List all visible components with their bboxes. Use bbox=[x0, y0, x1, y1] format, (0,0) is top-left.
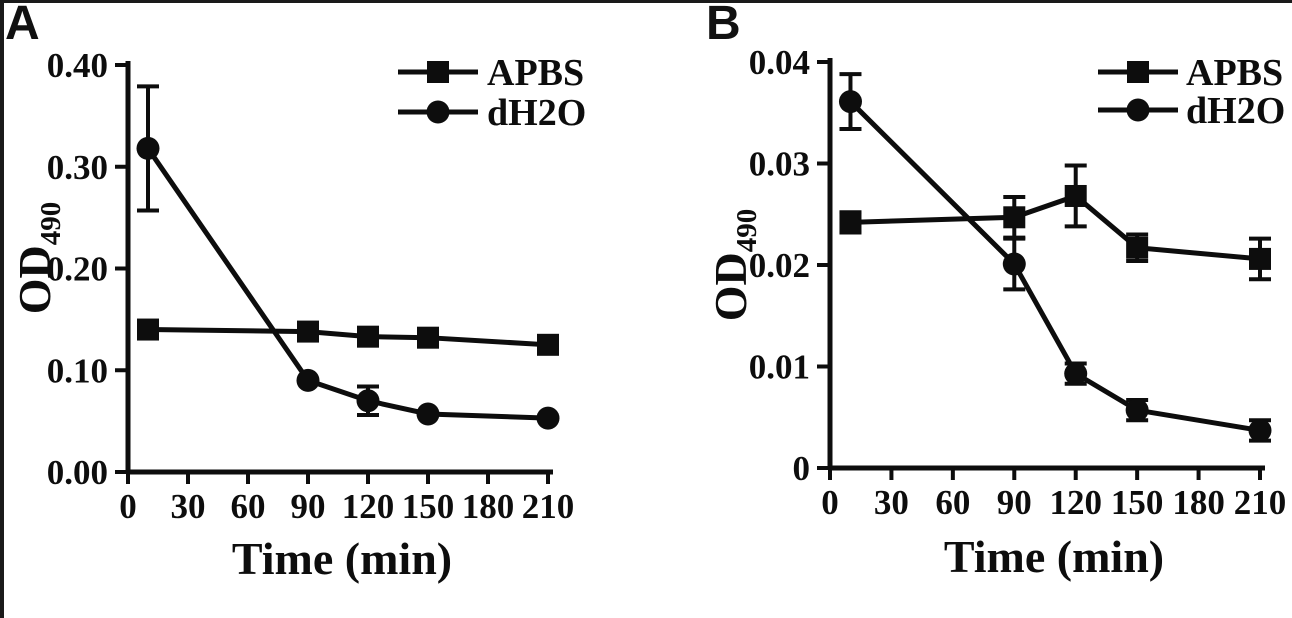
APBS-square-marker bbox=[537, 333, 559, 356]
x-tick-label: 60 bbox=[231, 487, 266, 526]
legend-label-dH2O: dH2O bbox=[487, 92, 586, 134]
y-tick-label: 0.00 bbox=[47, 453, 108, 492]
legend-APBS-square-marker bbox=[427, 61, 449, 83]
APBS-square-marker bbox=[1064, 184, 1087, 207]
x-tick-label: 30 bbox=[874, 483, 909, 522]
series-APBS bbox=[137, 318, 559, 356]
dH2O-circle-marker bbox=[1125, 398, 1149, 422]
legend-label-APBS: APBS bbox=[1186, 52, 1283, 94]
y-tick-label: 0.02 bbox=[749, 246, 810, 285]
series-line bbox=[848, 99, 1261, 433]
APBS-square-marker bbox=[417, 326, 439, 349]
x-axis-title: Time (min) bbox=[232, 533, 452, 584]
APBS-square-marker bbox=[1003, 206, 1026, 229]
series-dH2O bbox=[838, 72, 1272, 443]
dH2O-circle-marker bbox=[296, 368, 320, 392]
y-tick-label: 0.03 bbox=[749, 145, 810, 184]
y-tick-label: 0.40 bbox=[47, 46, 108, 85]
dH2O-circle-marker bbox=[838, 90, 862, 114]
x-tick-label: 60 bbox=[935, 483, 970, 522]
dH2O-circle-marker bbox=[1248, 418, 1272, 442]
x-tick-label: 180 bbox=[1172, 483, 1225, 522]
y-axis-title: OD490 bbox=[9, 202, 67, 315]
top-border-line bbox=[0, 0, 1292, 3]
y-tick-label: 0 bbox=[793, 449, 811, 488]
left-border-line bbox=[0, 0, 4, 618]
panel-b-label: B bbox=[706, 0, 741, 50]
series-line bbox=[145, 147, 549, 421]
series-line bbox=[147, 327, 549, 348]
axes: 0.00 0.10 0.20 0.30 0.40 0 30 60 90 120 150 180 210 bbox=[47, 46, 575, 526]
APBS-square-marker bbox=[1126, 236, 1149, 259]
series-dH2O bbox=[136, 84, 560, 430]
x-tick-label: 90 bbox=[997, 483, 1032, 522]
x-tick-label: 180 bbox=[462, 487, 515, 526]
legend-label-dH2O: dH2O bbox=[1186, 90, 1285, 132]
APBS-square-marker bbox=[357, 325, 379, 348]
dH2O-circle-marker bbox=[416, 402, 440, 426]
x-tick-label: 120 bbox=[1049, 483, 1102, 522]
x-axis-title: Time (min) bbox=[944, 531, 1164, 582]
dH2O-circle-marker bbox=[356, 389, 380, 413]
x-tick-label: 210 bbox=[1234, 483, 1287, 522]
y-tick-label: 0.01 bbox=[749, 348, 810, 387]
y-tick-label: 0.20 bbox=[47, 250, 108, 289]
x-tick-label: 150 bbox=[1111, 483, 1164, 522]
series-APBS bbox=[839, 163, 1271, 282]
y-tick-label: 0.30 bbox=[47, 148, 108, 187]
x-tick-label: 210 bbox=[522, 487, 575, 526]
APBS-square-marker bbox=[1249, 247, 1271, 270]
APBS-square-marker bbox=[839, 211, 862, 234]
axes: 0 0.01 0.02 0.03 0.04 0 30 60 90 120 150 180 210 bbox=[749, 43, 1287, 522]
x-tick-label: 0 bbox=[821, 483, 839, 522]
x-tick-label: 30 bbox=[171, 487, 206, 526]
legend-dH2O-circle-marker bbox=[1126, 98, 1150, 122]
panel-b-chart: 0 0.01 0.02 0.03 0.04 0 30 60 90 120 150 180 210 Time… bbox=[705, 43, 1287, 582]
series-line bbox=[850, 193, 1261, 262]
legend-APBS-square-marker bbox=[1127, 61, 1149, 83]
dH2O-circle-marker bbox=[536, 406, 560, 430]
dH2O-circle-marker bbox=[136, 136, 160, 160]
dH2O-circle-marker bbox=[1002, 252, 1026, 276]
dH2O-circle-marker bbox=[1064, 362, 1088, 386]
y-tick-label: 0.10 bbox=[47, 351, 108, 390]
x-tick-label: 90 bbox=[291, 487, 326, 526]
panel-a-chart: 0.00 0.10 0.20 0.30 0.40 0 30 60 90 120 150 180 210 T… bbox=[9, 46, 586, 584]
y-tick-label: 0.04 bbox=[749, 43, 810, 82]
legend-dH2O-circle-marker bbox=[426, 100, 450, 124]
APBS-square-marker bbox=[137, 318, 159, 341]
x-tick-label: 150 bbox=[402, 487, 455, 526]
x-tick-label: 0 bbox=[119, 487, 137, 526]
panel-a-label: A bbox=[5, 0, 40, 50]
x-tick-label: 120 bbox=[342, 487, 395, 526]
APBS-square-marker bbox=[297, 320, 319, 343]
y-axis-title: OD490 bbox=[705, 209, 763, 322]
legend-label-APBS: APBS bbox=[487, 52, 584, 94]
